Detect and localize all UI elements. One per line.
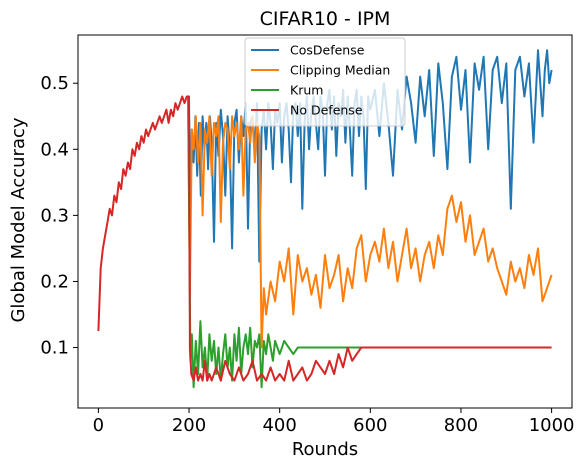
axes-layer (77, 34, 573, 409)
y-axis-title: Global Model Accuracy (8, 117, 29, 322)
legend: CosDefense Clipping Median Krum No Defense (244, 37, 406, 127)
x-tick-label: 0 (93, 415, 104, 436)
ticks-layer: 0 200 400 600 800 1000 0.1 0.2 0.3 0.4 0.5 (40, 73, 574, 436)
y-tick-label: 0.3 (40, 205, 69, 226)
y-tick-label: 0.1 (40, 338, 69, 359)
legend-label-clipping-median: Clipping Median (290, 63, 390, 78)
x-tick-label: 600 (353, 415, 387, 436)
x-tick-label: 800 (444, 415, 478, 436)
x-tick-label: 1000 (529, 415, 575, 436)
legend-box (244, 37, 406, 127)
series-line-cosdefense (188, 49, 553, 263)
x-tick-label: 400 (262, 415, 296, 436)
series-line-no-defense (97, 95, 552, 382)
y-tick-label: 0.2 (40, 271, 69, 292)
legend-label-cosdefense: CosDefense (290, 43, 365, 58)
legend-label-no-defense: No Defense (290, 103, 363, 118)
x-axis-title: Rounds (292, 439, 358, 460)
chart-title: CIFAR10 - IPM (260, 8, 391, 30)
series-layer (97, 49, 553, 389)
y-tick-label: 0.5 (40, 73, 69, 94)
y-tick-label: 0.4 (40, 139, 69, 160)
legend-label-krum: Krum (290, 83, 323, 98)
series-line-clipping-median (187, 96, 553, 349)
plot-frame (77, 34, 573, 409)
series-line-krum (187, 96, 416, 389)
x-tick-label: 200 (172, 415, 206, 436)
